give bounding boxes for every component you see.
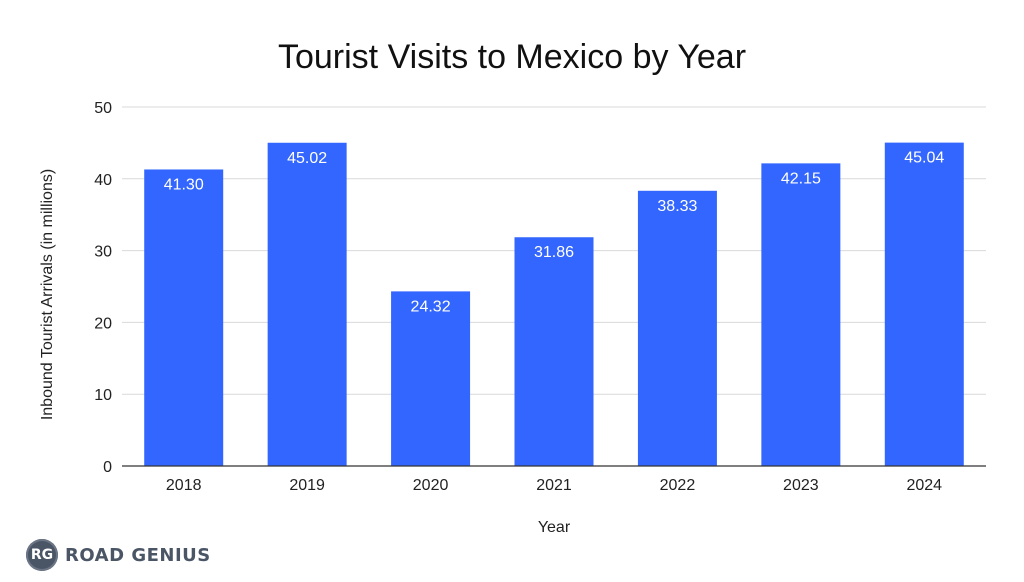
y-tick-label: 50	[94, 100, 112, 117]
data-label-2021: 31.86	[534, 244, 574, 261]
bar-2023	[761, 163, 841, 466]
x-tick-label-2020: 2020	[413, 477, 449, 494]
brand-logo: RG ROAD GENIUS	[26, 538, 211, 572]
x-tick-label-2018: 2018	[166, 477, 202, 494]
bar-2019	[267, 142, 347, 466]
data-label-2018: 41.30	[164, 176, 204, 193]
chart-title: Tourist Visits to Mexico by Year	[277, 38, 747, 76]
y-tick-label: 0	[103, 459, 112, 476]
data-label-2024: 45.04	[904, 150, 944, 167]
bars	[144, 142, 964, 467]
y-tick-label: 10	[94, 387, 112, 404]
y-tick-label: 30	[94, 244, 112, 261]
data-labels: 41.30 45.02 24.32 31.86 38.33 42.15 45.04	[164, 150, 945, 316]
data-label-2019: 45.02	[287, 150, 327, 167]
y-tick-label: 20	[94, 315, 112, 332]
y-axis-title: Inbound Tourist Arrivals (in millions)	[39, 169, 56, 420]
bar-2018	[144, 169, 224, 466]
bar-2020	[391, 291, 471, 466]
data-label-2022: 38.33	[657, 198, 697, 215]
x-tick-label-2019: 2019	[289, 477, 325, 494]
y-axis-ticks: 0 10 20 30 40 50	[94, 100, 112, 476]
data-label-2023: 42.15	[781, 170, 821, 187]
x-tick-label-2021: 2021	[536, 477, 572, 494]
bar-2022	[637, 190, 717, 467]
y-tick-label: 40	[94, 172, 112, 189]
bar-2024	[884, 142, 964, 466]
x-tick-label-2022: 2022	[660, 477, 696, 494]
brand-badge-icon: RG	[26, 539, 58, 571]
brand-name: ROAD GENIUS	[65, 544, 211, 566]
data-label-2020: 24.32	[411, 298, 451, 315]
x-tick-label-2024: 2024	[906, 477, 942, 494]
x-axis-title: Year	[538, 519, 571, 536]
bar-2021	[514, 237, 594, 466]
x-tick-label-2023: 2023	[783, 477, 819, 494]
x-axis-ticks: 2018 2019 2020 2021 2022 2023 2024	[166, 477, 942, 494]
